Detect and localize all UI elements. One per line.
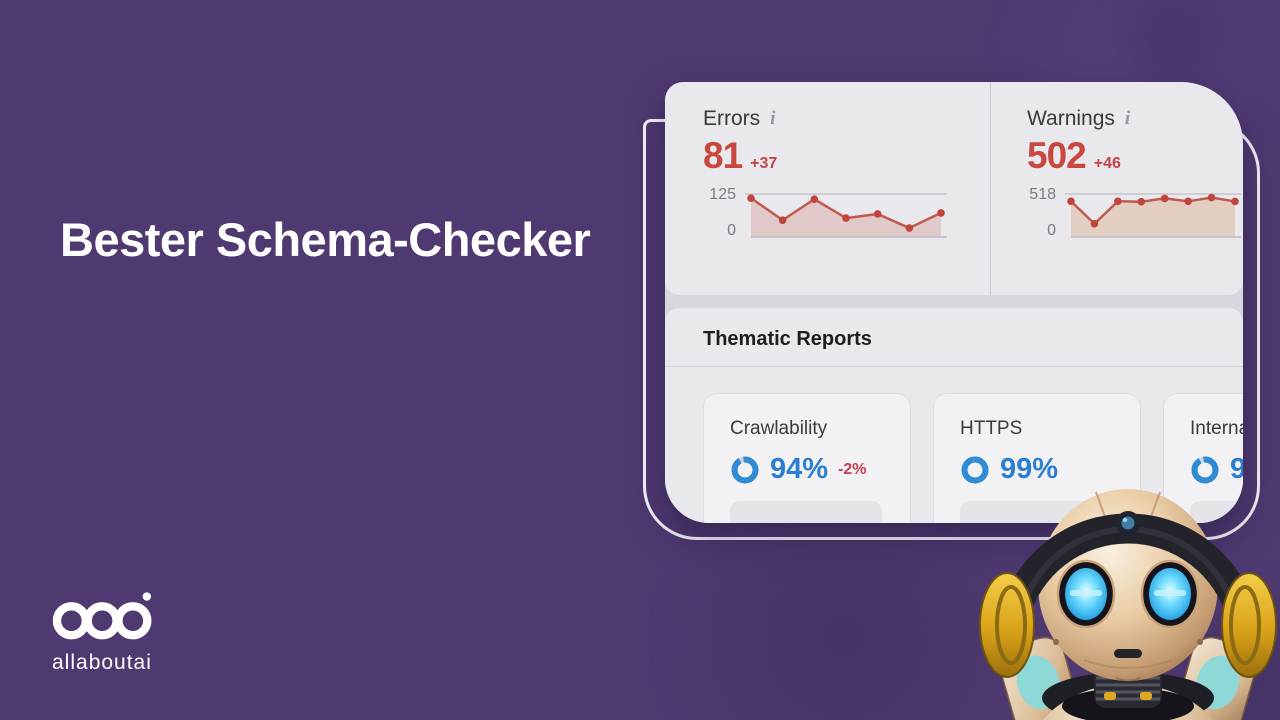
errors-sparkline-chart (745, 193, 947, 238)
allaboutai-logo: allaboutai (52, 590, 156, 675)
mini-chart-placeholder (1190, 501, 1243, 523)
thematic-reports-panel: Thematic Reports Crawlability 94% -2% HT… (665, 308, 1243, 523)
errors-label: Errors (703, 107, 761, 130)
errors-y-axis: 125 0 (703, 186, 745, 240)
seo-dashboard-card: Errors i 81 +37 125 0 (665, 82, 1243, 523)
theme-card-crawlability[interactable]: Crawlability 94% -2% (703, 393, 911, 523)
warnings-label: Warnings (1027, 107, 1115, 130)
theme-card-percent: 99% (1000, 453, 1059, 485)
robot-mascot-image (979, 489, 1277, 720)
y-min-label: 0 (1047, 222, 1056, 239)
theme-card-percent: 9 (1230, 453, 1243, 485)
errors-delta: +37 (750, 155, 778, 172)
metrics-panel: Errors i 81 +37 125 0 (665, 82, 1243, 295)
warnings-sparkline-chart (1065, 193, 1241, 238)
theme-card-label: HTTPS (960, 418, 1023, 439)
page-title: Bester Schema-Checker (60, 213, 591, 266)
errors-value: 81 (703, 135, 743, 176)
theme-card-internal[interactable]: Interna 9 (1163, 393, 1243, 523)
theme-card-label: Interna (1190, 418, 1243, 439)
info-icon[interactable]: i (1124, 108, 1131, 129)
y-min-label: 0 (727, 222, 736, 239)
theme-card-label: Crawlability (730, 418, 828, 439)
y-max-label: 125 (709, 186, 736, 203)
warnings-y-axis: 518 0 (1027, 186, 1065, 240)
theme-card-percent: 94% (770, 453, 829, 485)
warnings-value: 502 (1027, 135, 1087, 176)
warnings-metric: Warnings i 502 +46 518 0 (990, 82, 1243, 295)
y-max-label: 518 (1029, 186, 1056, 203)
progress-donut-icon (961, 456, 989, 483)
thematic-reports-title: Thematic Reports (665, 308, 1243, 367)
errors-metric: Errors i 81 +37 125 0 (665, 82, 990, 295)
info-icon[interactable]: i (770, 108, 776, 129)
progress-donut-icon (1191, 456, 1219, 483)
theme-card-delta: -2% (838, 460, 867, 478)
allaboutai-logo-mark (52, 592, 152, 640)
warnings-delta: +46 (1093, 155, 1121, 172)
progress-donut-icon (731, 456, 759, 483)
mini-chart-placeholder (730, 501, 882, 523)
allaboutai-logo-text: allaboutai (52, 651, 152, 674)
